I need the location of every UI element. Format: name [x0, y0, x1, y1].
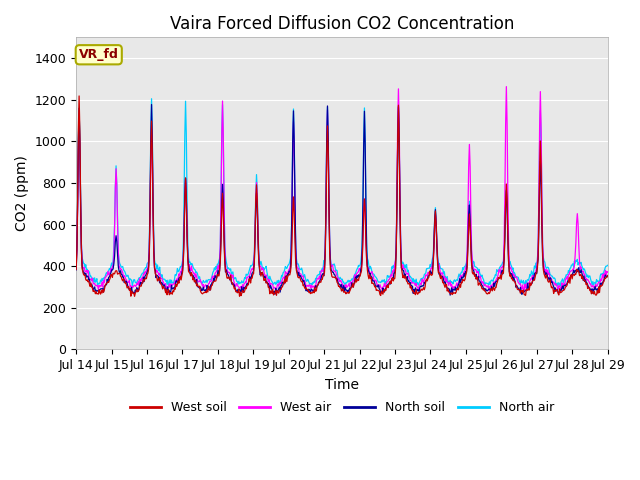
Legend: West soil, West air, North soil, North air: West soil, West air, North soil, North a… — [125, 396, 559, 419]
X-axis label: Time: Time — [325, 378, 359, 392]
Text: VR_fd: VR_fd — [79, 48, 118, 61]
Title: Vaira Forced Diffusion CO2 Concentration: Vaira Forced Diffusion CO2 Concentration — [170, 15, 514, 33]
Y-axis label: CO2 (ppm): CO2 (ppm) — [15, 156, 29, 231]
